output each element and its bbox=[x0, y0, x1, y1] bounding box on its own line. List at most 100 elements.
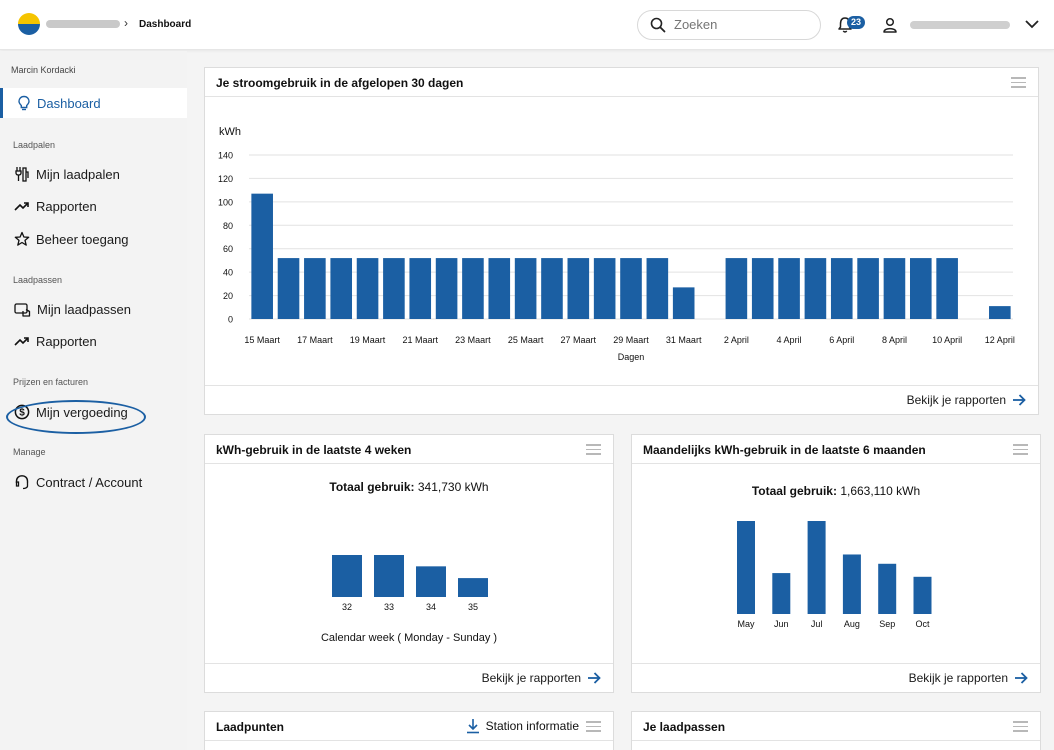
chart-bar bbox=[936, 258, 958, 319]
search-box[interactable] bbox=[637, 10, 821, 40]
view-reports-link[interactable]: Bekijk je rapporten bbox=[907, 393, 1026, 407]
chart-bar bbox=[989, 306, 1011, 319]
view-reports-link[interactable]: Bekijk je rapporten bbox=[909, 671, 1028, 685]
search-icon bbox=[650, 17, 666, 33]
x-tick-label: 31 Maart bbox=[666, 335, 702, 345]
hamburger-menu-icon[interactable] bbox=[1011, 77, 1026, 88]
svg-text:$: $ bbox=[19, 408, 25, 419]
chart-bar bbox=[807, 521, 826, 614]
card-header: Maandelijks kWh-gebruik in de laatste 6 … bbox=[632, 435, 1040, 464]
chart-usage-4-weeks: 32 33 34 35 Calendar week ( Monday - Sunday … bbox=[321, 555, 497, 644]
app-logo[interactable] bbox=[18, 13, 40, 35]
x-tick-label: May bbox=[737, 619, 755, 629]
sidebar-item-dashboard[interactable]: Dashboard bbox=[0, 88, 187, 118]
total-usage-value: 1,663,110 kWh bbox=[840, 484, 921, 498]
sidebar-section-laadpalen: Laadpalen bbox=[13, 140, 56, 150]
card-footer: Bekijk je rapporten bbox=[632, 663, 1040, 692]
sidebar-item-mijn-laadpalen[interactable]: Mijn laadpalen bbox=[0, 159, 187, 189]
chart-bar bbox=[913, 576, 932, 614]
arrow-right-icon bbox=[1015, 672, 1028, 684]
y-tick-label: 80 bbox=[223, 221, 233, 231]
y-axis-unit-label: kWh bbox=[219, 126, 241, 138]
sidebar-item-label: Rapporten bbox=[36, 333, 97, 349]
view-reports-label: Bekijk je rapporten bbox=[908, 671, 1008, 685]
card-title: Je stroomgebruik in de afgelopen 30 dage… bbox=[216, 76, 464, 90]
chevron-down-icon[interactable] bbox=[1024, 16, 1040, 32]
card-header: Laadpunten Station informatie bbox=[205, 712, 613, 741]
sidebar-item-contract-account[interactable]: Contract / Account bbox=[0, 467, 187, 497]
breadcrumb-root-redacted[interactable] bbox=[46, 20, 120, 28]
chart-bar bbox=[857, 258, 879, 319]
notification-badge: 23 bbox=[847, 16, 865, 29]
chart-bar bbox=[646, 258, 669, 319]
dollar-coin-icon: $ bbox=[14, 404, 30, 420]
sidebar-item-mijn-laadpassen[interactable]: Mijn laadpassen bbox=[0, 294, 187, 324]
card-title: Je laadpassen bbox=[643, 720, 726, 734]
x-tick-label: 21 Maart bbox=[402, 335, 438, 345]
sidebar-section-manage: Manage bbox=[13, 447, 46, 457]
card-title: Laadpunten bbox=[216, 720, 284, 734]
y-tick-label: 120 bbox=[218, 174, 233, 184]
hamburger-menu-icon[interactable] bbox=[1013, 721, 1028, 732]
breadcrumb-current: Dashboard bbox=[139, 19, 192, 30]
card-footer: Bekijk je rapporten bbox=[205, 385, 1038, 414]
chart-bar bbox=[383, 258, 405, 319]
chart-bar bbox=[772, 573, 791, 614]
x-axis-title: Dagen bbox=[618, 352, 645, 362]
sidebar-section-laadpassen: Laadpassen bbox=[13, 275, 63, 285]
card-tap-icon bbox=[14, 302, 31, 317]
y-tick-label: 0 bbox=[228, 315, 233, 325]
chart-bar bbox=[416, 566, 446, 597]
chart-bar bbox=[541, 258, 563, 319]
y-tick-label: 60 bbox=[223, 244, 233, 254]
chart-bar bbox=[804, 258, 827, 319]
sidebar-item-label: Dashboard bbox=[37, 95, 101, 111]
y-tick-label: 20 bbox=[223, 291, 233, 301]
view-reports-link[interactable]: Bekijk je rapporten bbox=[482, 671, 601, 685]
sidebar-item-mijn-vergoeding[interactable]: $ Mijn vergoeding bbox=[0, 397, 187, 427]
chart-bar bbox=[725, 258, 748, 319]
hamburger-menu-icon[interactable] bbox=[586, 444, 601, 455]
arrow-right-icon bbox=[1013, 394, 1026, 406]
search-input[interactable] bbox=[674, 17, 814, 32]
sidebar-item-label: Mijn laadpalen bbox=[36, 166, 120, 182]
station-info-button[interactable]: Station informatie bbox=[466, 718, 579, 734]
x-tick-label: 6 April bbox=[829, 335, 854, 345]
card-usage-6-months: Maandelijks kWh-gebruik in de laatste 6 … bbox=[631, 434, 1041, 693]
arrow-right-icon bbox=[588, 672, 601, 684]
y-tick-label: 100 bbox=[218, 197, 233, 207]
sidebar-item-rapporten-laadpalen[interactable]: Rapporten bbox=[0, 191, 187, 221]
sidebar-section-prijzen: Prijzen en facturen bbox=[13, 377, 89, 387]
chart-bar bbox=[304, 258, 326, 319]
sidebar-item-label: Rapporten bbox=[36, 198, 97, 214]
card-usage-4-weeks: kWh-gebruik in de laatste 4 weken Totaal… bbox=[204, 434, 614, 693]
sidebar-item-beheer-toegang[interactable]: Beheer toegang bbox=[0, 224, 187, 254]
x-tick-label: 32 bbox=[342, 602, 352, 612]
chart-bar bbox=[374, 555, 404, 597]
sidebar-item-label: Mijn vergoeding bbox=[36, 404, 128, 420]
hamburger-menu-icon[interactable] bbox=[1013, 444, 1028, 455]
user-icon[interactable] bbox=[882, 17, 898, 33]
card-header: Je stroomgebruik in de afgelopen 30 dage… bbox=[205, 68, 1038, 97]
user-name-redacted[interactable] bbox=[910, 21, 1010, 29]
x-tick-label: 4 April bbox=[777, 335, 802, 345]
x-tick-label: Jul bbox=[811, 619, 823, 629]
chart-bar bbox=[751, 258, 774, 319]
station-info-label: Station informatie bbox=[485, 719, 579, 733]
chart-bar bbox=[567, 258, 590, 319]
chart-bar bbox=[883, 258, 906, 319]
x-tick-label: Oct bbox=[915, 619, 930, 629]
x-tick-label: 35 bbox=[468, 602, 478, 612]
trend-up-icon bbox=[14, 202, 29, 211]
star-icon bbox=[14, 231, 30, 246]
card-je-laadpassen: Je laadpassen bbox=[631, 711, 1041, 750]
chart-usage-30-days: kWh 0 20 40 60 80 100 120 140 15 Maart 17 Maart 19 … bbox=[218, 126, 1015, 362]
hamburger-menu-icon[interactable] bbox=[586, 721, 601, 732]
x-tick-label: 12 April bbox=[985, 335, 1015, 345]
chart-bar bbox=[842, 554, 861, 614]
chart-bar bbox=[878, 563, 897, 614]
sidebar-item-rapporten-laadpassen[interactable]: Rapporten bbox=[0, 326, 187, 356]
view-reports-label: Bekijk je rapporten bbox=[481, 671, 581, 685]
total-usage: Totaal gebruik: 341,730 kWh bbox=[205, 480, 613, 494]
x-tick-label: 25 Maart bbox=[508, 335, 544, 345]
